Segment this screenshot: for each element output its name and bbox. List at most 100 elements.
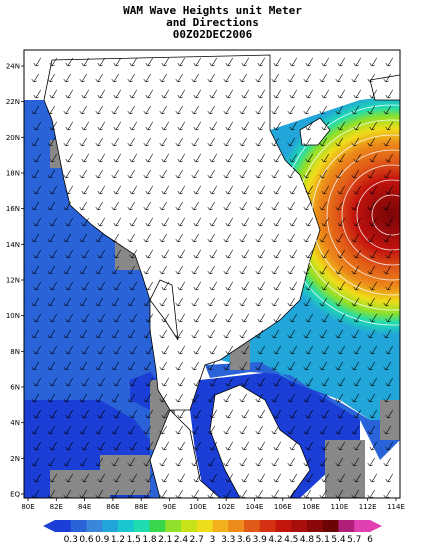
arrow-glyph: [127, 233, 136, 243]
arrow-glyph: [145, 409, 154, 419]
arrow-glyph: [191, 169, 200, 179]
arrow-glyph: [241, 409, 250, 419]
arrow-glyph: [207, 201, 216, 211]
arrow-glyph: [47, 361, 56, 371]
arrow-glyph: [81, 441, 90, 451]
arrow-glyph: [239, 201, 248, 211]
legend-label: 3.9: [253, 535, 268, 545]
arrow-glyph: [111, 201, 120, 211]
arrow-glyph: [209, 377, 218, 387]
arrow-glyph: [161, 441, 170, 451]
arrow-glyph: [191, 329, 200, 339]
arrow-glyph: [81, 473, 90, 483]
arrow-glyph: [145, 153, 154, 163]
arrow-glyph: [127, 201, 136, 211]
arrow-glyph: [111, 297, 120, 307]
arrow-glyph: [223, 297, 232, 307]
arrow-glyph: [159, 393, 168, 403]
arrow-glyph: [113, 377, 122, 387]
arrow-glyph: [129, 249, 138, 259]
arrow-glyph: [95, 425, 104, 435]
arrow-glyph: [47, 73, 56, 83]
arrow-glyph: [351, 265, 360, 275]
arrow-glyph: [175, 329, 184, 339]
arrow-glyph: [273, 409, 282, 419]
arrow-glyph: [351, 297, 360, 307]
arrow-glyph: [143, 73, 152, 83]
arrow-glyph: [129, 473, 138, 483]
arrow-glyph: [97, 345, 106, 355]
y-tick-label: EQ: [10, 491, 20, 499]
arrow-glyph: [303, 73, 312, 83]
arrow-glyph: [209, 153, 218, 163]
arrow-glyph: [257, 121, 266, 131]
arrow-glyph: [31, 393, 40, 403]
arrow-glyph: [319, 73, 328, 83]
arrow-glyph: [289, 185, 298, 195]
arrow-glyph: [321, 409, 330, 419]
arrow-glyph: [367, 233, 376, 243]
arrow-glyph: [337, 217, 346, 227]
arrow-glyph: [47, 201, 56, 211]
arrow-glyph: [289, 313, 298, 323]
arrow-glyph: [303, 169, 312, 179]
arrow-glyph: [129, 153, 138, 163]
x-tick-label: 80E: [21, 503, 34, 511]
arrow-glyph: [287, 201, 296, 211]
arrow-glyph: [287, 73, 296, 83]
arrow-glyph: [273, 281, 282, 291]
arrow-glyph: [287, 169, 296, 179]
arrow-glyph: [159, 105, 168, 115]
arrow-glyph: [241, 473, 250, 483]
arrow-glyph: [177, 153, 186, 163]
arrow-glyph: [113, 281, 122, 291]
arrow-glyph: [193, 217, 202, 227]
arrow-glyph: [303, 425, 312, 435]
arrow-glyph: [239, 361, 248, 371]
x-tick-label: 110E: [330, 503, 348, 511]
arrow-glyph: [337, 153, 346, 163]
arrow-glyph: [49, 153, 58, 163]
arrow-glyph: [33, 377, 42, 387]
arrow-glyph: [255, 137, 264, 147]
arrow-glyph: [81, 313, 90, 323]
arrow-glyph: [241, 249, 250, 259]
arrow-glyph: [225, 473, 234, 483]
arrow-glyph: [351, 169, 360, 179]
arrow-glyph: [383, 73, 392, 83]
arrow-glyph: [271, 169, 280, 179]
arrow-glyph: [367, 201, 376, 211]
legend-swatch: [196, 520, 213, 532]
arrow-glyph: [143, 329, 152, 339]
arrow-glyph: [161, 217, 170, 227]
arrow-glyph: [321, 217, 330, 227]
arrow-glyph: [63, 457, 72, 467]
arrow-glyph: [337, 249, 346, 259]
arrow-glyph: [159, 329, 168, 339]
arrow-glyph: [159, 201, 168, 211]
arrow-glyph: [337, 409, 346, 419]
arrow-glyph: [303, 361, 312, 371]
arrow-glyph: [143, 233, 152, 243]
arrow-glyph: [223, 265, 232, 275]
arrow-glyph: [319, 457, 328, 467]
arrow-glyph: [289, 441, 298, 451]
arrow-glyph: [145, 89, 154, 99]
y-axis: EQ 2N 4N 6N 8N 10N 12N 14N 16N 18N 20N 22N 24N: [6, 63, 24, 499]
arrow-glyph: [127, 265, 136, 275]
x-tick-label: 86E: [106, 503, 119, 511]
arrow-glyph: [145, 185, 154, 195]
arrow-glyph: [241, 89, 250, 99]
arrow-glyph: [143, 361, 152, 371]
arrow-glyph: [33, 121, 42, 131]
arrow-glyph: [351, 201, 360, 211]
arrow-glyph: [81, 153, 90, 163]
legend-label: 3.3: [221, 535, 235, 545]
arrow-glyph: [351, 457, 360, 467]
arrow-glyph: [255, 169, 264, 179]
arrow-glyph: [289, 217, 298, 227]
arrow-glyph: [271, 137, 280, 147]
arrow-glyph: [383, 169, 392, 179]
arrow-glyph: [367, 73, 376, 83]
arrow-glyph: [303, 201, 312, 211]
